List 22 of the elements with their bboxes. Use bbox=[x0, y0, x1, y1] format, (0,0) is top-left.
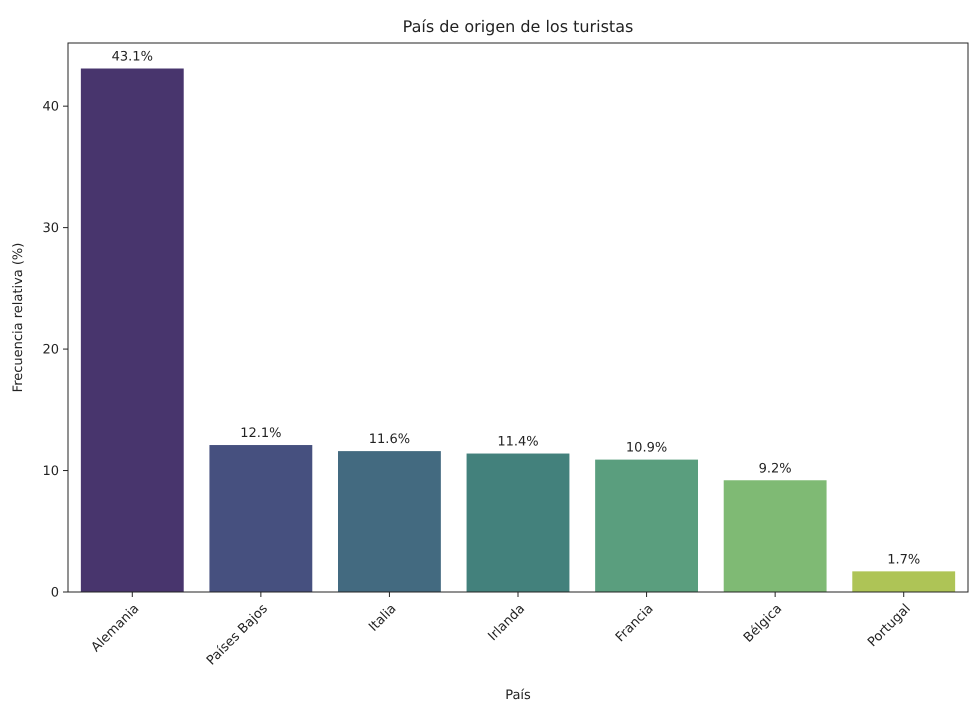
data-label: 10.9% bbox=[626, 440, 668, 456]
bar bbox=[80, 68, 184, 592]
bar bbox=[724, 480, 827, 592]
x-axis-title: País bbox=[505, 688, 532, 703]
chart-title: País de origen de los turistas bbox=[402, 17, 634, 36]
bar bbox=[338, 451, 441, 592]
bar bbox=[209, 445, 312, 592]
y-tick-label: 20 bbox=[42, 342, 59, 358]
y-tick-label: 0 bbox=[50, 586, 59, 601]
data-label: 1.7% bbox=[887, 552, 920, 568]
data-label: 11.6% bbox=[368, 432, 410, 448]
bar bbox=[595, 460, 698, 592]
y-tick-label: 40 bbox=[42, 100, 59, 115]
bar bbox=[466, 454, 570, 592]
data-label: 12.1% bbox=[240, 426, 282, 442]
y-tick-label: 30 bbox=[42, 221, 59, 236]
data-label: 43.1% bbox=[112, 50, 153, 65]
y-axis-title: Frecuencia relativa (%) bbox=[11, 242, 26, 392]
data-label: 11.4% bbox=[497, 434, 539, 450]
data-label: 9.2% bbox=[758, 461, 792, 476]
y-tick-label: 10 bbox=[42, 464, 59, 480]
bar bbox=[852, 571, 956, 592]
